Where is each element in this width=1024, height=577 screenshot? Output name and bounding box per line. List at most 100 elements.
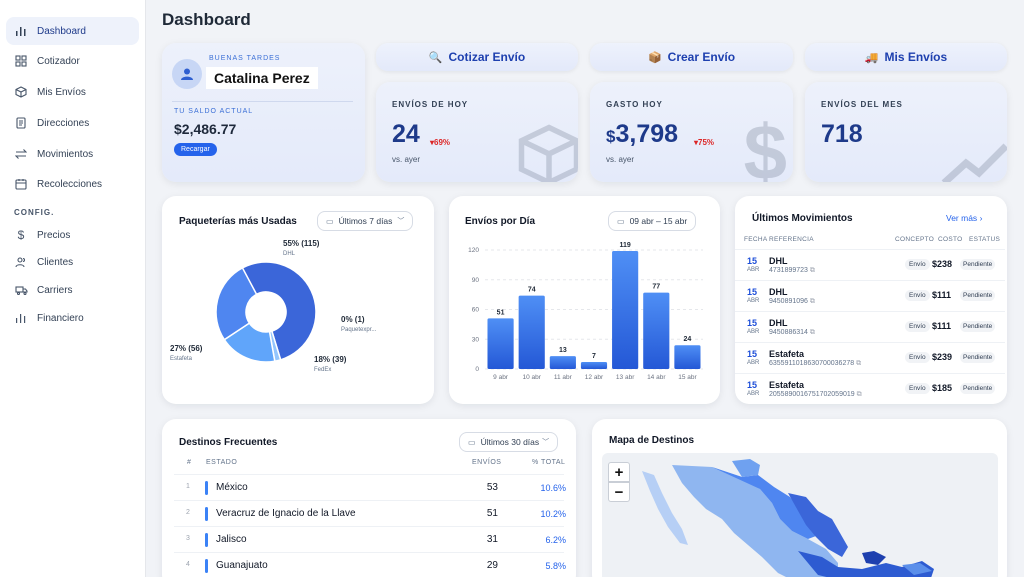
row-carrier: DHL [769, 318, 788, 328]
table-row[interactable]: 15 ABR DHL 9450886314 ⧉ Envío $111 Pendiente [735, 311, 1005, 342]
card-title: Últimos Movimientos [752, 213, 853, 224]
bar[interactable] [549, 356, 576, 369]
stat-value: 718 [821, 120, 863, 148]
arrows-icon [14, 147, 28, 161]
column-header: COSTO [938, 236, 963, 243]
column-header: REFERENCIA [769, 236, 814, 243]
table-row[interactable]: 15 ABR DHL 9450891096 ⧉ Envío $111 Pendiente [735, 280, 1005, 311]
sidebar-item-precios[interactable]: $ Precios [6, 221, 139, 249]
y-tick-label: 90 [472, 277, 480, 284]
bar[interactable] [612, 250, 639, 369]
copy-icon[interactable]: ⧉ [809, 298, 815, 305]
row-percent: 10.6% [540, 483, 566, 493]
table-row[interactable]: 3 Jalisco 31 6.2% [174, 526, 566, 552]
table-row[interactable]: 1 México 53 10.6% [174, 474, 566, 500]
my-shipments-button[interactable]: 🚚 Mis Envíos [805, 43, 1007, 71]
map-canvas[interactable] [602, 453, 998, 577]
zoom-out-button[interactable]: − [608, 482, 630, 502]
quote-shipment-button[interactable]: 🔍 Cotizar Envío [376, 43, 578, 71]
x-tick-label: 11 abr [554, 374, 573, 381]
table-row[interactable]: 2 Veracruz de Ignacio de la Llave 51 10.2% [174, 500, 566, 526]
sidebar-item-direcciones[interactable]: Direcciones [6, 109, 139, 137]
sidebar-item-label: Clientes [37, 256, 74, 268]
calendar-icon: ▭ [326, 216, 334, 226]
destinations-filter-dropdown[interactable]: ▭ Últimos 30 días ﹀ [459, 432, 559, 452]
bar[interactable] [580, 362, 608, 369]
create-shipment-button[interactable]: 📦 Crear Envío [590, 43, 793, 71]
zoom-in-button[interactable]: + [608, 462, 630, 482]
bar-chart: 0 30 60 90 120 51 9 abr 74 10 abr 13 11 abr 7 12 abr… [468, 242, 703, 381]
column-header: FECHA [744, 236, 768, 243]
bar-value-label: 74 [528, 287, 536, 294]
bar[interactable] [518, 295, 545, 369]
pie-slice[interactable] [215, 266, 258, 341]
row-number: 2 [186, 509, 190, 516]
sidebar-item-mis-envios[interactable]: Mis Envíos [6, 78, 139, 106]
sidebar-item-clientes[interactable]: Clientes [6, 248, 139, 276]
sidebar-item-financiero[interactable]: Financiero [6, 304, 139, 332]
bar[interactable] [487, 318, 514, 369]
reference-text: 9450891096 [769, 298, 808, 305]
truck-icon: 🚚 [864, 51, 879, 64]
column-header: ESTADO [206, 459, 238, 466]
grid-icon [14, 54, 28, 68]
copy-icon[interactable]: ⧉ [856, 391, 862, 398]
stat-card-today: ENVÍOS DE HOY 24 ▾69% vs. ayer [376, 82, 578, 182]
row-count: 29 [486, 560, 498, 571]
stat-label: ENVÍOS DE HOY [392, 100, 469, 109]
sidebar-item-dashboard[interactable]: Dashboard [6, 17, 139, 45]
row-percent: 6.2% [545, 535, 566, 545]
row-concept: Envío [905, 321, 930, 332]
table-row[interactable]: 15 ABR Estafeta 2055890016751702059019 ⧉ Env… [735, 373, 1005, 404]
sidebar: Dashboard Cotizador Mis Envíos Direccion… [0, 0, 146, 577]
sidebar-item-label: Dashboard [37, 25, 86, 37]
bar[interactable] [674, 345, 701, 369]
recharge-button[interactable]: Recargar [174, 143, 217, 156]
row-percent: 5.8% [545, 561, 566, 571]
card-title: Paqueterías más Usadas [179, 216, 297, 227]
y-tick-label: 120 [468, 247, 479, 254]
row-reference: 9450886314 ⧉ [769, 329, 815, 337]
stat-value: 24 [392, 120, 420, 148]
bar[interactable] [643, 292, 670, 369]
slice-name-label: Estafeta [170, 356, 193, 362]
date-range-button[interactable]: ▭ 09 abr – 15 abr [608, 211, 697, 231]
sidebar-item-label: Carriers [37, 284, 73, 296]
row-status-badge: Pendiente [960, 321, 996, 332]
stat-label: ENVÍOS DEL MES [821, 100, 903, 109]
carriers-filter-dropdown[interactable]: ▭ Últimos 7 días ﹀ [317, 211, 414, 231]
package-icon: 📦 [647, 51, 662, 64]
row-status-badge: Pendiente [960, 383, 996, 394]
row-month: ABR [747, 267, 760, 273]
copy-icon[interactable]: ⧉ [809, 329, 815, 336]
chevron-down-icon: ﹀ [542, 439, 550, 446]
filter-label: Últimos 7 días [338, 216, 393, 226]
row-count: 31 [486, 534, 498, 545]
column-header: ENVÍOS [472, 459, 502, 466]
copy-icon[interactable]: ⧉ [856, 360, 862, 367]
table-row[interactable]: 15 ABR Estafeta 6355911018630700036278 ⧉ Env… [735, 342, 1005, 373]
table-row[interactable]: 4 Guanajuato 29 5.8% [174, 552, 566, 577]
copy-icon[interactable]: ⧉ [809, 267, 815, 274]
balance-value: $2,486.77 [174, 121, 237, 137]
column-header: # [187, 459, 192, 466]
sidebar-item-movimientos[interactable]: Movimientos [6, 140, 139, 168]
bar-chart-icon [14, 24, 28, 38]
row-cost: $111 [932, 321, 952, 331]
pie-slice[interactable] [237, 261, 317, 361]
sidebar-item-carriers[interactable]: Carriers [6, 276, 139, 304]
card-title: Destinos Frecuentes [179, 437, 278, 448]
create-shipment-label: Crear Envío [667, 50, 736, 64]
sidebar-item-cotizador[interactable]: Cotizador [6, 47, 139, 75]
box-icon [518, 124, 578, 182]
x-tick-label: 12 abr [585, 374, 604, 381]
page-title: Dashboard [162, 10, 251, 29]
stat-card-spend: GASTO HOY $3,798 ▾75% vs. ayer $ [590, 82, 793, 182]
see-more-link[interactable]: Ver más › [946, 213, 982, 223]
sidebar-item-recolecciones[interactable]: Recolecciones [6, 170, 139, 198]
x-tick-label: 10 abr [522, 374, 541, 381]
chevron-down-icon: ﹀ [397, 218, 405, 225]
stat-sub: vs. ayer [392, 155, 421, 164]
reference-text: 9450886314 [769, 329, 808, 336]
table-row[interactable]: 15 ABR DHL 4731899723 ⧉ Envío $238 Pendiente [735, 249, 1005, 280]
